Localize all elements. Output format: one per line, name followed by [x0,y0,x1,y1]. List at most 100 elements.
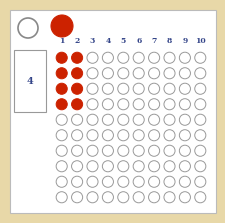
Circle shape [194,99,205,110]
Circle shape [133,114,144,125]
Circle shape [148,68,159,79]
Circle shape [102,176,113,187]
Circle shape [179,145,190,156]
Text: 4: 4 [27,76,33,85]
Circle shape [71,130,82,141]
Circle shape [133,176,144,187]
Circle shape [18,18,38,38]
Circle shape [71,176,82,187]
Circle shape [194,52,205,63]
Circle shape [194,68,205,79]
Circle shape [163,176,174,187]
Circle shape [102,130,113,141]
Circle shape [163,192,174,203]
Circle shape [133,161,144,172]
Circle shape [148,83,159,94]
Circle shape [117,161,128,172]
Circle shape [194,83,205,94]
Circle shape [148,99,159,110]
Circle shape [102,192,113,203]
Circle shape [194,114,205,125]
Text: 6: 6 [135,37,141,45]
Circle shape [179,99,190,110]
Circle shape [71,68,82,79]
Text: 7: 7 [151,37,156,45]
Bar [14,50,46,112]
Circle shape [148,145,159,156]
Circle shape [133,83,144,94]
Circle shape [163,68,174,79]
Circle shape [56,114,67,125]
Circle shape [117,83,128,94]
Circle shape [71,99,82,110]
Circle shape [56,83,67,94]
Circle shape [148,130,159,141]
Circle shape [56,145,67,156]
Circle shape [87,130,98,141]
Circle shape [87,176,98,187]
Circle shape [148,192,159,203]
Circle shape [102,99,113,110]
Circle shape [102,161,113,172]
Circle shape [117,114,128,125]
Text: 8: 8 [166,37,171,45]
Circle shape [87,68,98,79]
Circle shape [87,192,98,203]
Circle shape [194,130,205,141]
Circle shape [71,161,82,172]
Circle shape [148,114,159,125]
Circle shape [133,145,144,156]
Circle shape [163,130,174,141]
Circle shape [148,52,159,63]
Circle shape [163,161,174,172]
Circle shape [163,99,174,110]
Circle shape [87,145,98,156]
Text: 2: 2 [74,37,79,45]
Circle shape [133,130,144,141]
Circle shape [148,161,159,172]
Circle shape [71,145,82,156]
Circle shape [56,52,67,63]
Text: 1: 1 [59,37,64,45]
Circle shape [133,68,144,79]
Circle shape [133,192,144,203]
Circle shape [117,192,128,203]
Circle shape [87,99,98,110]
Circle shape [87,52,98,63]
Circle shape [117,176,128,187]
Circle shape [194,145,205,156]
Circle shape [102,145,113,156]
Circle shape [117,145,128,156]
Circle shape [148,176,159,187]
Circle shape [179,114,190,125]
Circle shape [179,83,190,94]
Circle shape [71,114,82,125]
Circle shape [133,99,144,110]
Circle shape [102,114,113,125]
Circle shape [179,52,190,63]
Circle shape [56,192,67,203]
Circle shape [179,192,190,203]
Circle shape [163,145,174,156]
Circle shape [179,130,190,141]
Circle shape [56,68,67,79]
Circle shape [117,52,128,63]
Circle shape [194,161,205,172]
Circle shape [179,176,190,187]
Circle shape [71,192,82,203]
Circle shape [56,130,67,141]
Circle shape [163,83,174,94]
Circle shape [87,114,98,125]
Circle shape [56,161,67,172]
Text: 10: 10 [194,37,205,45]
Circle shape [87,161,98,172]
Circle shape [102,68,113,79]
Circle shape [102,52,113,63]
Circle shape [117,68,128,79]
Circle shape [56,99,67,110]
Circle shape [87,83,98,94]
Circle shape [71,52,82,63]
Circle shape [56,176,67,187]
Circle shape [71,83,82,94]
Text: 4: 4 [105,37,110,45]
